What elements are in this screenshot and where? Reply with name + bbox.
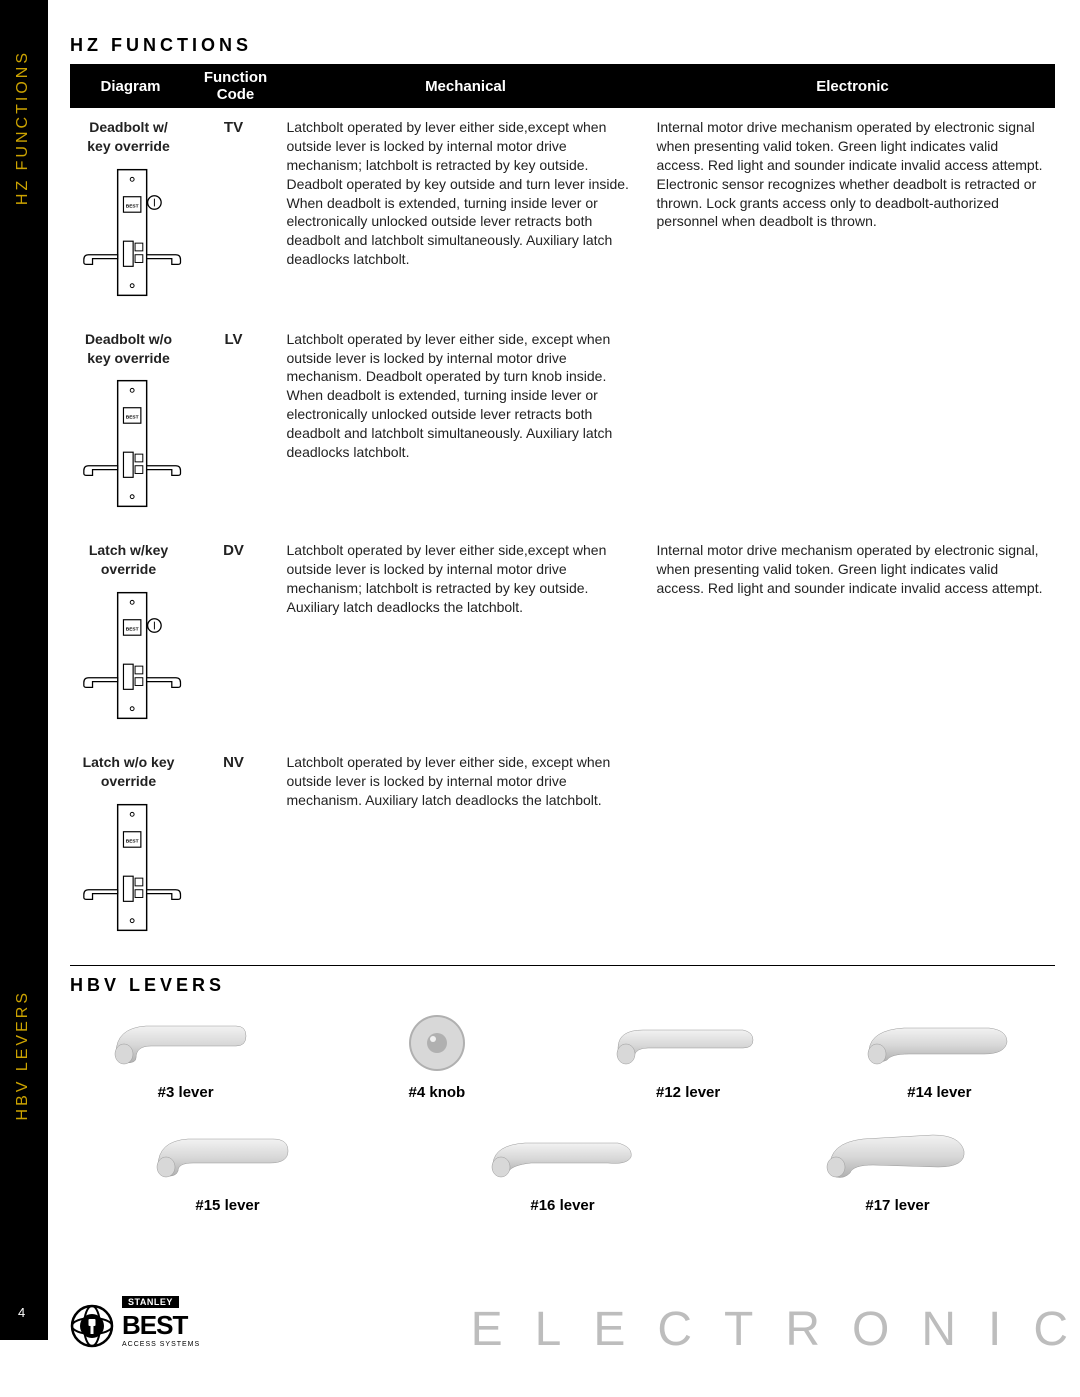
sidebar-label-hbv-levers: HBV Levers [14,990,32,1120]
hbv-levers-title: HBV Levers [70,975,1055,996]
lever-cell: #14 lever [824,1008,1055,1101]
lever-cell: #4 knob [321,1008,552,1101]
diagram-label: Latch w/key override [77,541,181,579]
hbv-levers-section: HBV Levers #3 lever #4 knob #12 lever #1… [70,975,1055,1214]
footer: STANLEY BEST ACCESS SYSTEMS ELECTRONIC [70,1292,1080,1367]
lever-cell: #15 lever [70,1121,385,1214]
stanley-tag: STANLEY [122,1296,179,1308]
diagram-label: Latch w/o key override [77,753,181,791]
lever-label: #3 lever [70,1084,301,1101]
table-row: Deadbolt w/ key override TV Latchbolt op… [71,108,1055,320]
lock-diagram-icon [77,795,197,940]
lever-cell: #16 lever [405,1121,720,1214]
hz-functions-title: Hz Functions [70,35,1055,56]
diagram-label: Deadbolt w/o key override [77,330,181,368]
col-mechanical: Mechanical [281,65,651,108]
lever-icon [608,1008,768,1078]
lock-diagram-icon [77,371,197,516]
lever-icon [483,1121,643,1191]
best-brand-name: BEST [122,1310,200,1341]
function-code: NV [191,743,281,955]
col-diagram: Diagram [71,65,191,108]
mechanical-desc: Latchbolt operated by lever either side,… [281,108,651,320]
lever-label: #14 lever [824,1084,1055,1101]
diagram-label: Deadbolt w/ key override [77,118,181,156]
lever-label: #16 lever [405,1197,720,1214]
hz-functions-section: Hz Functions Diagram FunctionCode Mechan… [70,35,1055,984]
diagram-cell: Deadbolt w/ key override [71,108,191,320]
table-row: Deadbolt w/o key override LV Latchbolt o… [71,320,1055,532]
electronic-desc: Internal motor drive mechanism operated … [651,108,1055,320]
table-row: Latch w/o key override NV Latchbolt oper… [71,743,1055,955]
electronic-desc [651,320,1055,532]
sidebar: Hz Functions HBV Levers 4 [0,0,48,1340]
knob-icon [397,1008,477,1078]
hz-functions-table: Diagram FunctionCode Mechanical Electron… [70,64,1055,955]
lever-icon [859,1008,1019,1078]
function-code: DV [191,531,281,743]
lever-label: #15 lever [70,1197,385,1214]
electronic-desc [651,743,1055,955]
mechanical-desc: Latchbolt operated by lever either side,… [281,531,651,743]
lever-cell: #17 lever [740,1121,1055,1214]
mechanical-desc: Latchbolt operated by lever either side,… [281,743,651,955]
sidebar-label-hz-functions: Hz Functions [14,50,32,205]
lock-diagram-icon [77,160,197,305]
lever-cell: #3 lever [70,1008,301,1101]
best-brand-sub: ACCESS SYSTEMS [122,1341,200,1348]
lever-icon [106,1008,266,1078]
diagram-cell: Latch w/key override [71,531,191,743]
footer-large-text: ELECTRONIC [471,1302,1080,1357]
lock-diagram-icon [77,583,197,728]
function-code: LV [191,320,281,532]
best-globe-icon [70,1304,114,1348]
diagram-cell: Latch w/o key override [71,743,191,955]
lever-icon [148,1121,308,1191]
lever-icon [818,1121,978,1191]
mechanical-desc: Latchbolt operated by lever either side,… [281,320,651,532]
diagram-cell: Deadbolt w/o key override [71,320,191,532]
electronic-desc: Internal motor drive mechanism operated … [651,531,1055,743]
table-row: Latch w/key override DV Latchbolt operat… [71,531,1055,743]
col-electronic: Electronic [651,65,1055,108]
lever-label: #17 lever [740,1197,1055,1214]
section-divider [70,965,1055,966]
page-number: 4 [18,1305,25,1320]
lever-label: #4 knob [321,1084,552,1101]
lever-cell: #12 lever [573,1008,804,1101]
function-code: TV [191,108,281,320]
lever-label: #12 lever [573,1084,804,1101]
col-function-code: FunctionCode [191,65,281,108]
